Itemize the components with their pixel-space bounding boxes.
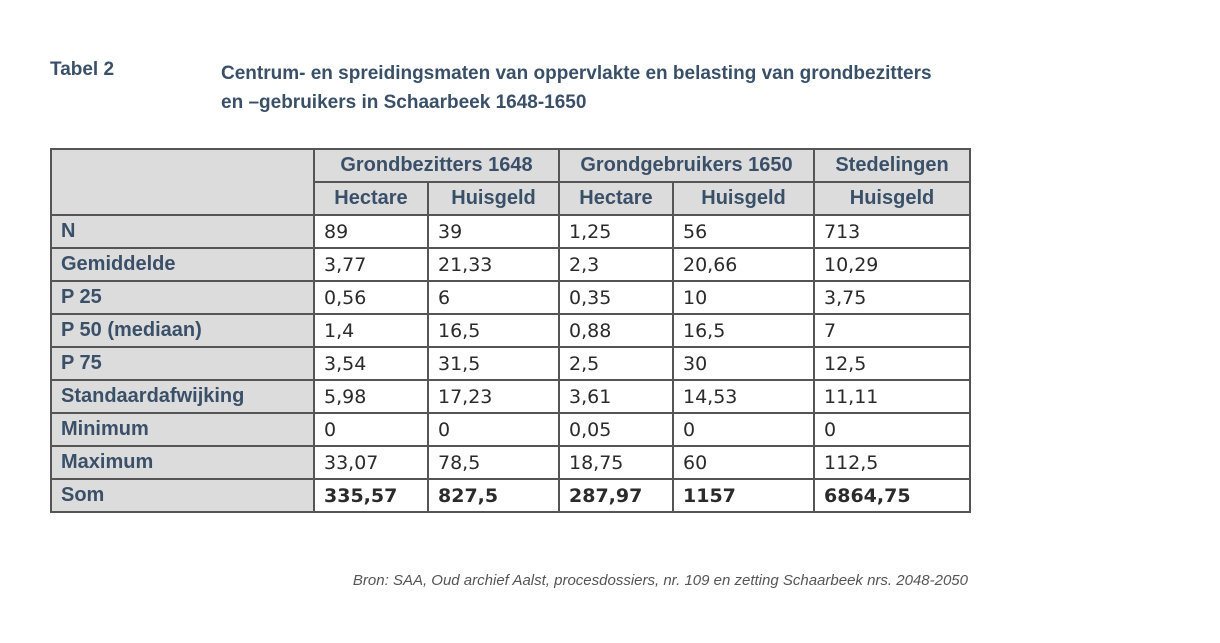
- table-cell: 827,5: [427, 478, 560, 513]
- table-cell: 7: [813, 313, 971, 348]
- table-cell: 0: [313, 412, 429, 447]
- row-label: P 75: [50, 346, 315, 381]
- caption-line-1: Centrum- en spreidingsmaten van oppervla…: [221, 63, 932, 84]
- table-cell: 14,53: [672, 379, 815, 414]
- table-row: P 75 3,54 31,5 2,5 30 12,5: [50, 346, 971, 381]
- table-cell: 0,35: [558, 280, 674, 315]
- table-cell: 33,07: [313, 445, 429, 480]
- table-cell: 11,11: [813, 379, 971, 414]
- table-cell: 0,56: [313, 280, 429, 315]
- table-cell: 3,77: [313, 247, 429, 282]
- table-row: P 50 (mediaan) 1,4 16,5 0,88 16,5 7: [50, 313, 971, 348]
- table-cell: 10,29: [813, 247, 971, 282]
- sub-header: Hectare: [558, 181, 674, 216]
- table-cell: 5,98: [313, 379, 429, 414]
- table-cell: 2,3: [558, 247, 674, 282]
- table-row: N 89 39 1,25 56 713: [50, 214, 971, 249]
- sub-header: Hectare: [313, 181, 429, 216]
- group-header: Grondbezitters 1648: [313, 148, 560, 183]
- table-cell: 39: [427, 214, 560, 249]
- table-row: Gemiddelde 3,77 21,33 2,3 20,66 10,29: [50, 247, 971, 282]
- row-label: P 25: [50, 280, 315, 315]
- table-cell: 0,05: [558, 412, 674, 447]
- table-cell: 17,23: [427, 379, 560, 414]
- table-cell: 713: [813, 214, 971, 249]
- table-cell: 20,66: [672, 247, 815, 282]
- table-cell: 0,88: [558, 313, 674, 348]
- table-cell: 112,5: [813, 445, 971, 480]
- table-cell: 60: [672, 445, 815, 480]
- table-cell: 287,97: [558, 478, 674, 513]
- row-label: Som: [50, 478, 315, 513]
- table-cell: 12,5: [813, 346, 971, 381]
- row-label: Maximum: [50, 445, 315, 480]
- table-cell: 56: [672, 214, 815, 249]
- table-row: Standaardafwijking 5,98 17,23 3,61 14,53 11,1…: [50, 379, 971, 414]
- corner-cell: [50, 148, 315, 216]
- table-cell: 0: [813, 412, 971, 447]
- row-label: Minimum: [50, 412, 315, 447]
- sub-header: Huisgeld: [672, 181, 815, 216]
- row-label: Gemiddelde: [50, 247, 315, 282]
- table-body: N 89 39 1,25 56 713 Gemiddelde 3,77 21,33 2,3 20,6…: [50, 214, 971, 513]
- table-number: Tabel 2: [50, 59, 115, 80]
- row-label: N: [50, 214, 315, 249]
- table-cell: 335,57: [313, 478, 429, 513]
- table-cell: 6864,75: [813, 478, 971, 513]
- table-cell: 16,5: [672, 313, 815, 348]
- sub-header-row: Hectare Huisgeld Hectare Huisgeld Huisge…: [51, 181, 971, 216]
- caption-line-2: en –gebruikers in Schaarbeek 1648-1650: [221, 92, 587, 113]
- table-cell: 6: [427, 280, 560, 315]
- source-note: Bron: SAA, Oud archief Aalst, procesdoss…: [352, 572, 968, 589]
- table-cell: 10: [672, 280, 815, 315]
- table-cell: 18,75: [558, 445, 674, 480]
- table-cell: 30: [672, 346, 815, 381]
- table-cell: 2,5: [558, 346, 674, 381]
- table-cell: 31,5: [427, 346, 560, 381]
- table-cell: 89: [313, 214, 429, 249]
- group-header-row: Grondbezitters 1648 Grondgebruikers 1650…: [50, 148, 971, 216]
- row-label: P 50 (mediaan): [50, 313, 315, 348]
- table-cell: 78,5: [427, 445, 560, 480]
- table-cell: 1,4: [313, 313, 429, 348]
- table-cell: 3,61: [558, 379, 674, 414]
- table-caption: Centrum- en spreidingsmaten van oppervla…: [221, 59, 981, 117]
- table-cell: 3,75: [813, 280, 971, 315]
- group-header: Grondgebruikers 1650: [558, 148, 815, 183]
- sub-header: Huisgeld: [427, 181, 560, 216]
- group-header: Stedelingen: [813, 148, 971, 183]
- table-cell: 3,54: [313, 346, 429, 381]
- statistics-table: Grondbezitters 1648 Grondgebruikers 1650…: [50, 148, 971, 513]
- table-cell: 16,5: [427, 313, 560, 348]
- sub-header: Huisgeld: [813, 181, 971, 216]
- table-row: Minimum 0 0 0,05 0 0: [50, 412, 971, 447]
- table-cell: 21,33: [427, 247, 560, 282]
- table-cell: 1,25: [558, 214, 674, 249]
- table-cell: 0: [427, 412, 560, 447]
- table-row: Som 335,57 827,5 287,97 1157 6864,75: [50, 478, 971, 513]
- table-cell: 0: [672, 412, 815, 447]
- table-row: Maximum 33,07 78,5 18,75 60 112,5: [50, 445, 971, 480]
- table-row: P 25 0,56 6 0,35 10 3,75: [50, 280, 971, 315]
- table-cell: 1157: [672, 478, 815, 513]
- row-label: Standaardafwijking: [50, 379, 315, 414]
